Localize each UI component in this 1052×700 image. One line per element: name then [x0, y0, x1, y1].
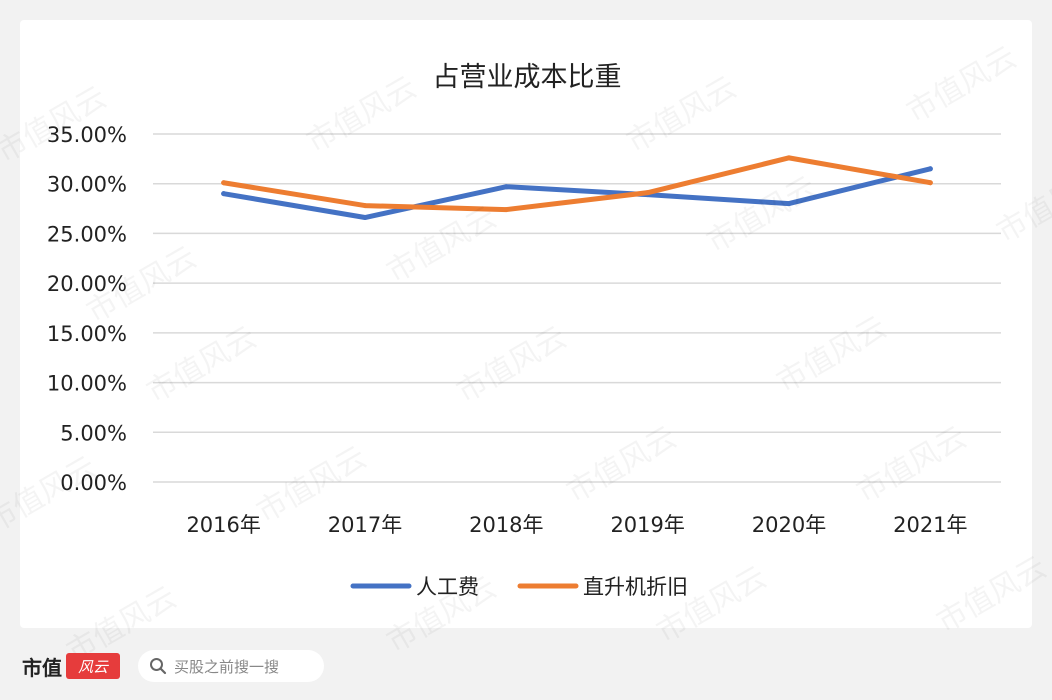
- series-lines: [221, 155, 933, 221]
- grid-lines: [153, 133, 1001, 483]
- search-icon: [150, 658, 167, 675]
- y-tick-label: 5.00%: [60, 421, 127, 445]
- chart-title: 占营业成本比重: [433, 62, 622, 93]
- y-tick-label: 35.00%: [47, 123, 127, 147]
- legend: 人工费 直升机折旧: [350, 575, 688, 599]
- legend-label: 直升机折旧: [583, 575, 688, 599]
- series-line-1: [221, 155, 933, 213]
- data-point: [221, 180, 227, 186]
- data-point: [927, 180, 933, 186]
- x-tick-label: 2019年: [610, 513, 684, 537]
- data-point: [503, 207, 509, 213]
- data-point: [221, 191, 227, 197]
- x-tick-label: 2017年: [328, 513, 402, 537]
- legend-label: 人工费: [416, 575, 479, 599]
- data-point: [362, 215, 368, 221]
- y-tick-label: 0.00%: [60, 471, 127, 495]
- line-chart: 0.00% 5.00% 10.00% 15.00% 20.00% 25.00% 30.00%…: [47, 62, 1001, 599]
- data-point: [503, 184, 509, 190]
- brand-name: 市值: [22, 655, 62, 680]
- series-line-0: [221, 166, 933, 221]
- data-point: [927, 166, 933, 172]
- data-point: [645, 190, 651, 196]
- footer-bar: 市值 风云 买股之前搜一搜: [0, 630, 1052, 700]
- chart-card: 0.00% 5.00% 10.00% 15.00% 20.00% 25.00% 30.00%…: [20, 20, 1032, 628]
- search-box[interactable]: 买股之前搜一搜: [138, 650, 324, 682]
- y-tick-label: 30.00%: [47, 173, 127, 197]
- x-tick-label: 2021年: [893, 513, 967, 537]
- y-tick-label: 10.00%: [47, 372, 127, 396]
- x-tick-label: 2020年: [752, 513, 826, 537]
- y-tick-label: 25.00%: [47, 222, 127, 246]
- brand-badge: 风云: [66, 653, 120, 679]
- y-axis-ticks: 0.00% 5.00% 10.00% 15.00% 20.00% 25.00% 30.00%…: [47, 123, 127, 495]
- data-point: [786, 201, 792, 207]
- y-tick-label: 15.00%: [47, 322, 127, 346]
- data-point: [362, 203, 368, 209]
- x-axis-ticks: 2016年 2017年 2018年 2019年 2020年 2021年: [186, 513, 967, 537]
- y-tick-label: 20.00%: [47, 272, 127, 296]
- search-placeholder: 买股之前搜一搜: [174, 657, 280, 676]
- x-tick-label: 2016年: [186, 513, 260, 537]
- brand-logo: 市值 风云: [22, 652, 120, 680]
- x-tick-label: 2018年: [469, 513, 543, 537]
- data-point: [786, 155, 792, 161]
